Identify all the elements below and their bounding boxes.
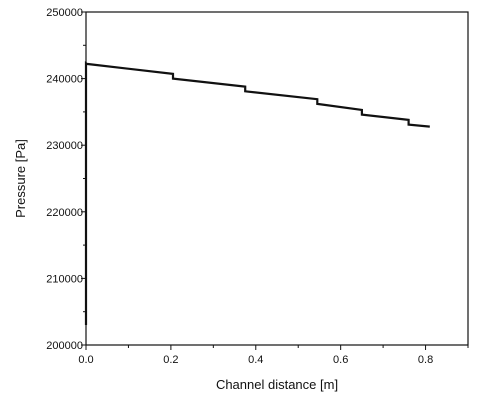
plot-area bbox=[85, 11, 469, 346]
pressure-series-line bbox=[84, 61, 430, 325]
y-tick-label: 230000 bbox=[46, 140, 83, 152]
x-tick-label: 0.6 bbox=[333, 354, 348, 366]
series-group bbox=[84, 61, 430, 325]
y-axis-title: Pressure [Pa] bbox=[13, 139, 28, 218]
x-axis: 0.0 0.2 0.4 0.6 0.8 bbox=[78, 345, 469, 366]
x-tick-label: 0.0 bbox=[78, 354, 93, 366]
x-tick-label: 0.8 bbox=[418, 354, 433, 366]
y-tick-label: 210000 bbox=[46, 273, 83, 285]
x-tick-label: 0.4 bbox=[248, 354, 263, 366]
y-tick-label: 250000 bbox=[46, 7, 83, 19]
y-axis: 200000 210000 220000 230000 240000 250000 bbox=[46, 7, 86, 352]
x-axis-title: Channel distance [m] bbox=[216, 377, 338, 392]
y-tick-label: 240000 bbox=[46, 74, 83, 86]
x-tick-label: 0.2 bbox=[163, 354, 178, 366]
plot-frame bbox=[85, 11, 469, 346]
y-tick-label: 200000 bbox=[46, 340, 83, 352]
y-tick-label: 220000 bbox=[46, 207, 83, 219]
